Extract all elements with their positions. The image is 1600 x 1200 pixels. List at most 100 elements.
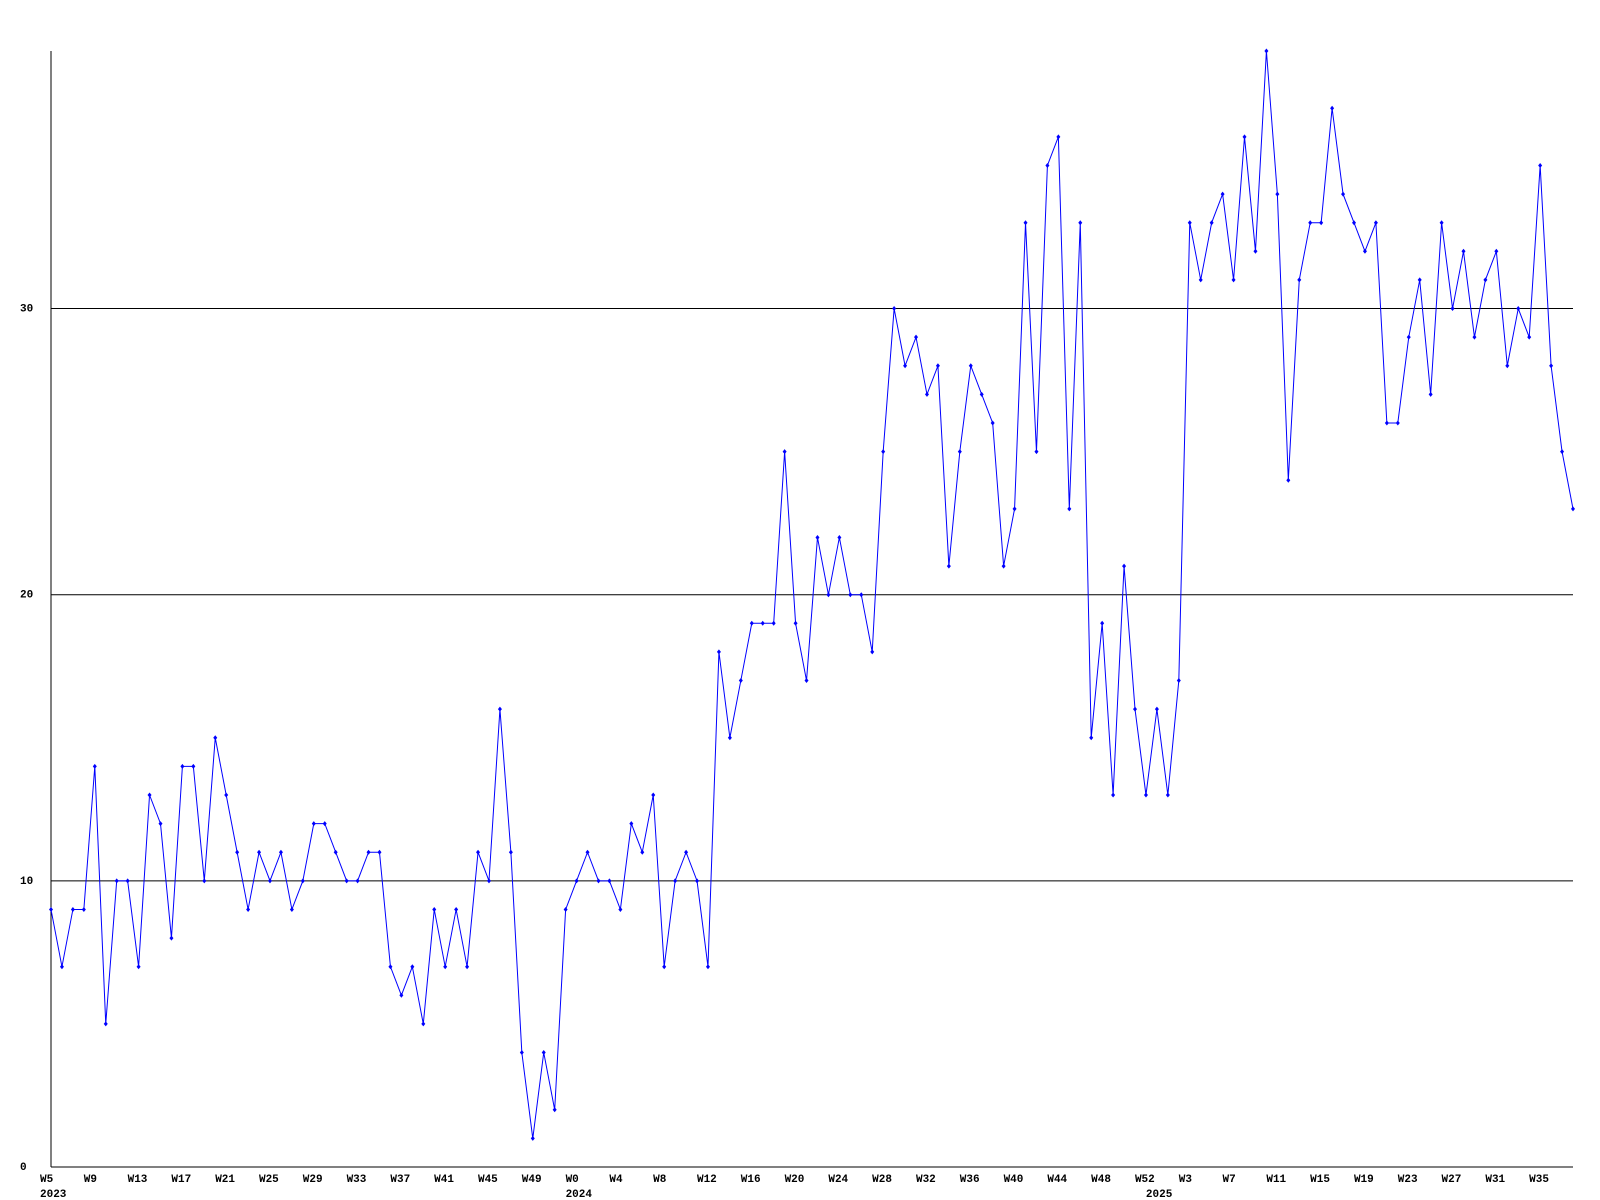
- data-point: [125, 878, 130, 884]
- data-point: [191, 763, 196, 769]
- data-point: [1231, 277, 1236, 283]
- data-point: [1078, 220, 1083, 226]
- data-point: [1253, 248, 1258, 254]
- data-point: [1483, 277, 1488, 283]
- data-point: [574, 878, 579, 884]
- x-tick-label: W15: [1310, 1174, 1330, 1186]
- data-point: [1133, 706, 1138, 712]
- x-tick-label: W9: [84, 1174, 97, 1186]
- y-tick-label: 20: [20, 590, 33, 602]
- data-point: [1176, 678, 1181, 684]
- data-point: [1461, 248, 1466, 254]
- data-point: [377, 849, 382, 855]
- data-point: [815, 534, 820, 540]
- data-point: [333, 849, 338, 855]
- data-point: [914, 334, 919, 340]
- data-point: [607, 878, 612, 884]
- data-point: [399, 992, 404, 998]
- data-point: [1012, 506, 1017, 512]
- data-point: [892, 306, 897, 312]
- data-point: [1100, 620, 1105, 626]
- data-point: [662, 964, 667, 970]
- data-point: [1319, 220, 1324, 226]
- data-point: [968, 363, 973, 369]
- data-point: [508, 849, 513, 855]
- data-point: [486, 878, 491, 884]
- data-point: [169, 935, 174, 941]
- x-tick-label: W45: [478, 1174, 498, 1186]
- data-point: [410, 964, 415, 970]
- data-point: [1122, 563, 1127, 569]
- data-point: [651, 792, 656, 798]
- data-point: [1275, 191, 1280, 197]
- x-tick-label: W35: [1529, 1174, 1549, 1186]
- data-point: [1187, 220, 1192, 226]
- data-point: [1001, 563, 1006, 569]
- data-point: [859, 592, 864, 598]
- data-point: [629, 821, 634, 827]
- data-point: [1516, 306, 1521, 312]
- data-point: [1341, 191, 1346, 197]
- data-point: [1406, 334, 1411, 340]
- data-point: [1538, 162, 1543, 168]
- x-tick-label: W3: [1179, 1174, 1193, 1186]
- data-point: [1450, 306, 1455, 312]
- data-point: [1527, 334, 1532, 340]
- data-point: [1165, 792, 1170, 798]
- x-tick-label: W27: [1442, 1174, 1462, 1186]
- x-tick-label: W37: [390, 1174, 410, 1186]
- data-point: [1362, 248, 1367, 254]
- data-point: [1286, 477, 1291, 483]
- data-point: [695, 878, 700, 884]
- data-point: [454, 906, 459, 912]
- data-point: [946, 563, 951, 569]
- data-point: [782, 449, 787, 455]
- data-point: [1352, 220, 1357, 226]
- data-point: [957, 449, 962, 455]
- data-point: [530, 1135, 535, 1141]
- data-point: [92, 763, 97, 769]
- data-point: [1494, 248, 1499, 254]
- x-tick-label: W33: [347, 1174, 367, 1186]
- data-point: [289, 906, 294, 912]
- x-tick-label: W12: [697, 1174, 717, 1186]
- data-point: [59, 964, 64, 970]
- x-tick-label: W28: [872, 1174, 892, 1186]
- x-tick-label: W24: [828, 1174, 848, 1186]
- data-point: [837, 534, 842, 540]
- data-point: [1220, 191, 1225, 197]
- data-point: [596, 878, 601, 884]
- data-point: [81, 906, 86, 912]
- data-point: [705, 964, 710, 970]
- data-point: [388, 964, 393, 970]
- data-point: [1549, 363, 1554, 369]
- x-tick-label: W5: [40, 1174, 54, 1186]
- x-tick-label: W44: [1047, 1174, 1067, 1186]
- data-point: [213, 735, 218, 741]
- data-point: [793, 620, 798, 626]
- data-point: [990, 420, 995, 426]
- x-tick-label: W21: [215, 1174, 235, 1186]
- data-point: [70, 906, 75, 912]
- data-point: [716, 649, 721, 655]
- data-point: [322, 821, 327, 827]
- data-point: [1209, 220, 1214, 226]
- x-tick-label: W49: [522, 1174, 542, 1186]
- data-point: [585, 849, 590, 855]
- data-point: [49, 906, 53, 912]
- data-point: [1111, 792, 1116, 798]
- x-year-label: 2024: [566, 1189, 593, 1200]
- data-point: [497, 706, 502, 712]
- x-tick-label: W13: [128, 1174, 148, 1186]
- data-point: [673, 878, 678, 884]
- x-tick-label: W0: [566, 1174, 579, 1186]
- data-point: [1384, 420, 1389, 426]
- data-point: [1297, 277, 1302, 283]
- data-point: [224, 792, 229, 798]
- data-point: [760, 620, 765, 626]
- data-point: [443, 964, 448, 970]
- x-tick-label: W40: [1004, 1174, 1024, 1186]
- data-point: [727, 735, 732, 741]
- data-point: [519, 1050, 524, 1056]
- data-point: [355, 878, 360, 884]
